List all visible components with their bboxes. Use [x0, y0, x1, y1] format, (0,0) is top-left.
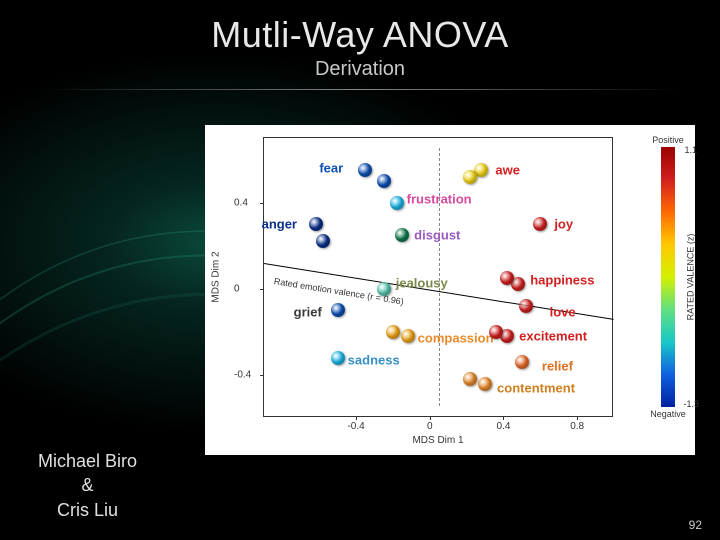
data-point	[377, 174, 391, 188]
y-axis-label: MDS Dim 2	[211, 251, 222, 302]
author-2: Cris Liu	[38, 498, 137, 522]
data-point	[316, 234, 330, 248]
data-point	[533, 217, 547, 231]
colorbar-top-label: Positive	[652, 135, 684, 145]
colorbar-min: -1.3	[683, 399, 699, 409]
data-point	[489, 325, 503, 339]
data-point	[395, 228, 409, 242]
authors-block: Michael Biro & Cris Liu	[38, 449, 137, 522]
data-point	[331, 303, 345, 317]
colorbar-label: RATED VALENCE (z)	[686, 234, 696, 321]
y-tick: 0.4	[234, 197, 248, 208]
x-tick: 0.8	[570, 421, 584, 432]
slide-title: Mutli-Way ANOVA	[0, 0, 720, 56]
point-label: anger	[262, 217, 297, 232]
author-amp: &	[38, 473, 137, 497]
point-label: happiness	[530, 273, 594, 288]
point-label: fear	[319, 161, 343, 176]
point-label: relief	[542, 359, 573, 374]
data-point	[463, 170, 477, 184]
data-point	[515, 355, 529, 369]
point-label: grief	[294, 305, 322, 320]
x-tick: -0.4	[347, 421, 364, 432]
colorbar: RATED VALENCE (z) Positive Negative 1.1 …	[661, 147, 675, 407]
colorbar-max: 1.1	[684, 145, 697, 155]
point-label: sadness	[348, 352, 400, 367]
data-point	[478, 377, 492, 391]
data-point	[309, 217, 323, 231]
point-label: contentment	[497, 380, 575, 395]
data-point	[386, 325, 400, 339]
colorbar-bottom-label: Negative	[650, 409, 686, 419]
data-point	[401, 329, 415, 343]
page-number: 92	[689, 518, 702, 532]
author-1: Michael Biro	[38, 449, 137, 473]
y-tick: -0.4	[234, 369, 251, 380]
colorbar-gradient	[661, 147, 675, 407]
slide-subtitle: Derivation	[0, 58, 720, 81]
point-label: compassion	[418, 331, 494, 346]
point-label: joy	[554, 217, 573, 232]
point-label: jealousy	[396, 275, 448, 290]
x-tick: 0.4	[497, 421, 511, 432]
data-point	[500, 271, 514, 285]
data-point	[463, 372, 477, 386]
point-label: love	[550, 305, 576, 320]
data-point	[377, 282, 391, 296]
y-tick: 0	[234, 283, 240, 294]
point-label: frustration	[407, 191, 472, 206]
x-axis-label: MDS Dim 1	[412, 435, 463, 446]
data-point	[358, 163, 372, 177]
point-label: disgust	[414, 227, 460, 242]
title-divider	[40, 89, 680, 90]
plot-area: MDS Dim 2 MDS Dim 1 -0.400.4-0.400.40.8R…	[263, 137, 613, 417]
x-tick: 0	[427, 421, 433, 432]
point-label: excitement	[519, 329, 587, 344]
point-label: awe	[495, 163, 520, 178]
data-point	[331, 351, 345, 365]
data-point	[519, 299, 533, 313]
emotion-mds-chart: MDS Dim 2 MDS Dim 1 -0.4 0 0.4 -0.4 0 0.4 0.8 R…	[205, 125, 695, 455]
data-point	[390, 196, 404, 210]
